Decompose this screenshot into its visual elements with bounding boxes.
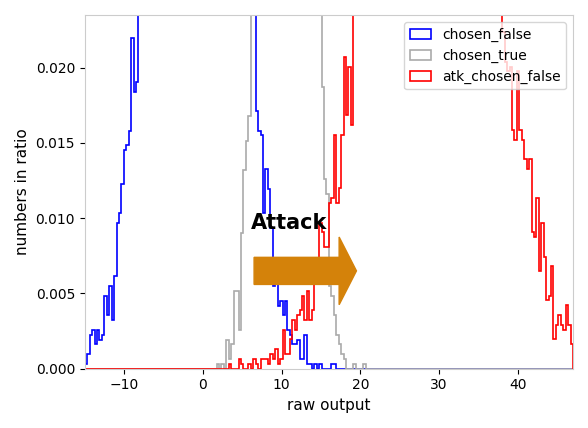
FancyArrow shape [254,237,356,305]
Text: Attack: Attack [251,213,328,233]
Legend: chosen_false, chosen_true, atk_chosen_false: chosen_false, chosen_true, atk_chosen_fa… [405,22,566,89]
Y-axis label: numbers in ratio: numbers in ratio [15,128,30,255]
X-axis label: raw output: raw output [287,398,370,413]
